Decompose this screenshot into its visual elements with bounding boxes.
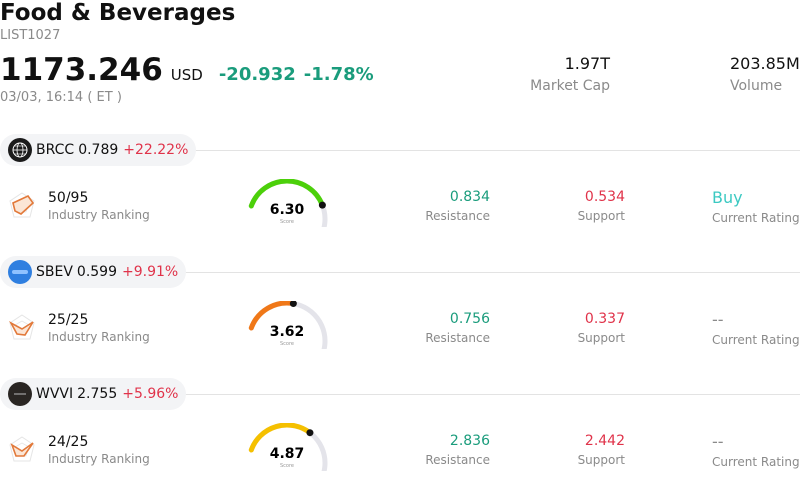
volume-label: Volume xyxy=(730,78,783,94)
support-label: Support xyxy=(577,331,625,345)
stock-chip-brcc[interactable]: BRCC 0.789 +22.22% xyxy=(0,134,197,166)
volume-value: 203.85M xyxy=(730,54,800,73)
industry-ranking-value: 25/25 xyxy=(48,312,89,328)
score-value: 3.62 xyxy=(270,324,305,340)
stock-chip-wvvi[interactable]: WVVI 2.755 +5.96% xyxy=(0,378,187,410)
market-cap-label: Market Cap xyxy=(530,78,610,94)
gauge-marker xyxy=(318,201,326,209)
current-rating-label: Current Rating xyxy=(712,333,800,347)
stock-price: 0.599 xyxy=(76,264,118,280)
support-label: Support xyxy=(577,209,625,223)
score-gauge: 4.87 Score xyxy=(248,423,328,471)
score-gauge: 6.30 Score xyxy=(248,179,328,227)
page-title: Food & Beverages xyxy=(0,0,236,26)
industry-ranking-value: 50/95 xyxy=(48,190,89,206)
industry-ranking-label: Industry Ranking xyxy=(48,208,150,222)
stock-symbol: WVVI xyxy=(36,386,74,402)
stock-symbol: SBEV xyxy=(36,264,73,280)
blue-circle-logo-icon xyxy=(8,260,32,284)
industry-ranking-value: 24/25 xyxy=(48,434,89,450)
support-value: 0.337 xyxy=(584,311,625,327)
score-label: Score xyxy=(280,341,294,347)
score-label: Score xyxy=(280,463,294,469)
gauge-marker xyxy=(306,429,314,437)
radar-chart-icon xyxy=(8,314,35,340)
score-value: 6.30 xyxy=(270,202,305,218)
resistance-label: Resistance xyxy=(425,209,490,223)
resistance-label: Resistance xyxy=(425,331,490,345)
resistance-value: 0.756 xyxy=(449,311,490,327)
resistance-value: 2.836 xyxy=(449,433,490,449)
currency: USD xyxy=(170,66,203,84)
price-change: -20.932 xyxy=(218,64,296,85)
price-change-percent: -1.78% xyxy=(303,64,374,85)
stock-change-percent: +9.91% xyxy=(122,264,179,280)
dark-circle-logo-icon xyxy=(8,382,32,406)
gauge-fill xyxy=(248,301,296,331)
industry-ranking-label: Industry Ranking xyxy=(48,330,150,344)
radar-chart-icon xyxy=(9,192,35,218)
current-rating-value: -- xyxy=(712,310,724,329)
price-row: 1173.246 USD -20.932 -1.78% xyxy=(0,52,374,88)
resistance-value: 0.834 xyxy=(449,189,490,205)
stock-change-percent: +22.22% xyxy=(123,142,189,158)
gauge-fill xyxy=(248,423,313,453)
market-cap-value: 1.97T xyxy=(564,54,610,73)
score-gauge: 3.62 Score xyxy=(248,301,328,349)
resistance-label: Resistance xyxy=(425,453,490,467)
radar-chart-icon xyxy=(9,436,35,462)
stock-chip-sbev[interactable]: SBEV 0.599 +9.91% xyxy=(0,256,187,288)
gauge-marker xyxy=(289,301,297,308)
support-label: Support xyxy=(577,453,625,467)
current-rating-label: Current Rating xyxy=(712,455,800,469)
current-rating-value: Buy xyxy=(712,188,743,207)
stock-price: 0.789 xyxy=(78,142,119,158)
support-value: 0.534 xyxy=(584,189,625,205)
gauge-fill xyxy=(248,179,325,209)
divider xyxy=(0,394,800,395)
index-price: 1173.246 xyxy=(0,52,163,88)
score-value: 4.87 xyxy=(270,446,305,462)
score-label: Score xyxy=(280,219,294,225)
stock-change-percent: +5.96% xyxy=(122,386,179,402)
current-rating-value: -- xyxy=(712,432,724,451)
divider xyxy=(0,272,800,273)
globe-icon xyxy=(8,138,32,162)
divider xyxy=(0,150,800,151)
index-code: LIST1027 xyxy=(0,28,61,43)
stock-price: 2.755 xyxy=(77,386,118,402)
industry-ranking-label: Industry Ranking xyxy=(48,452,150,466)
stock-symbol: BRCC xyxy=(36,142,75,158)
current-rating-label: Current Rating xyxy=(712,211,800,225)
timestamp: 03/03, 16:14 ( ET ) xyxy=(0,90,122,105)
support-value: 2.442 xyxy=(584,433,625,449)
